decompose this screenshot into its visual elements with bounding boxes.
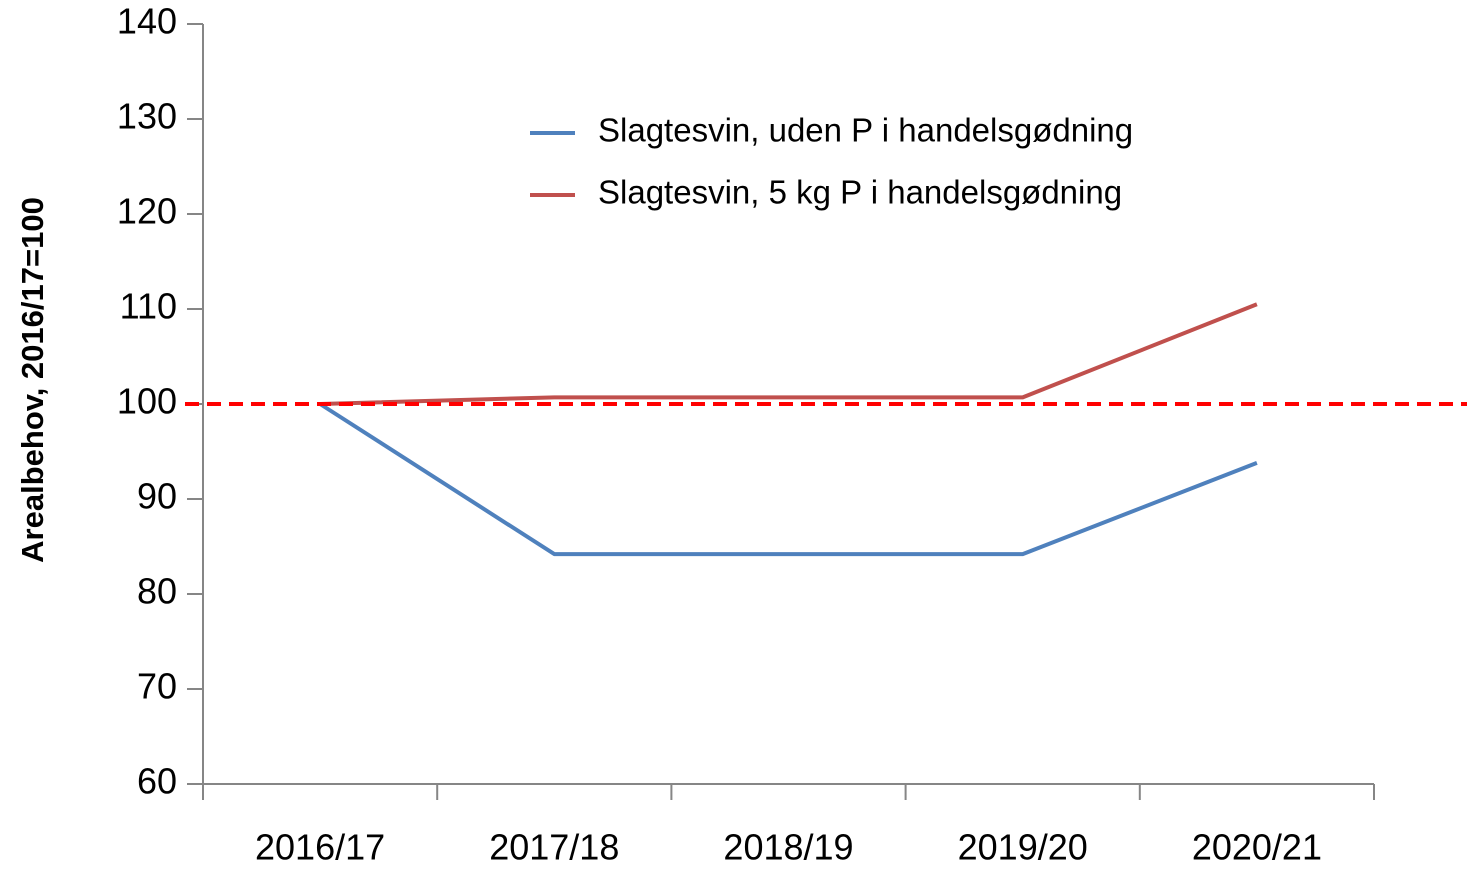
legend-label: Slagtesvin, uden P i handelsgødning xyxy=(598,112,1133,149)
y-tick-label: 90 xyxy=(137,476,177,517)
x-tick-label: 2019/20 xyxy=(958,827,1088,868)
y-tick-label: 100 xyxy=(117,381,177,422)
y-tick-label: 80 xyxy=(137,571,177,612)
x-tick-label: 2017/18 xyxy=(489,827,619,868)
series-line xyxy=(320,302,1258,406)
y-tick-label: 60 xyxy=(137,761,177,802)
x-tick-label: 2016/17 xyxy=(255,827,385,868)
legend-label: Slagtesvin, 5 kg P i handelsgødning xyxy=(598,174,1122,211)
y-tick-label: 130 xyxy=(117,96,177,137)
y-tick-label: 110 xyxy=(120,286,177,327)
y-tick-label: 140 xyxy=(117,1,177,42)
y-tick-label: 120 xyxy=(117,191,177,232)
x-tick-label: 2020/21 xyxy=(1192,827,1322,868)
y-tick-label: 70 xyxy=(137,666,177,707)
series-line xyxy=(319,402,1258,557)
y-axis-title: Arealbehov, 2016/17=100 xyxy=(15,197,50,563)
x-tick-label: 2018/19 xyxy=(723,827,853,868)
